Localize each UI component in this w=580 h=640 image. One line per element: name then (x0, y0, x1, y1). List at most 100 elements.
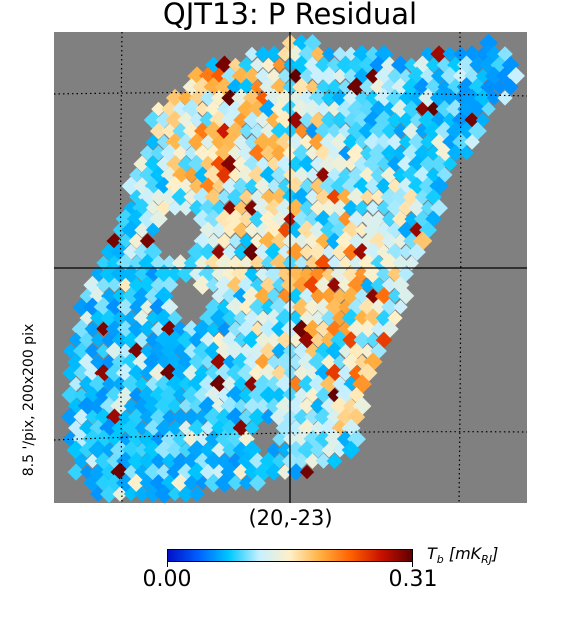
map-pixel (123, 398, 139, 414)
map-pixel (310, 332, 326, 348)
map-pixel (404, 211, 419, 227)
map-pixel (239, 233, 254, 249)
colorbar-max-tick (412, 562, 413, 567)
map-pixel (206, 233, 221, 249)
map-pixel (387, 288, 403, 304)
map-pixel (254, 177, 272, 195)
map-pixel (360, 189, 375, 205)
map-pixel (277, 222, 293, 238)
map-pixel (172, 387, 189, 403)
map-pixel (226, 188, 245, 206)
map-pixel (315, 453, 332, 469)
map-pixel (233, 244, 249, 260)
map-pixel (238, 189, 255, 205)
map-pixel (243, 67, 261, 85)
map-pixel (255, 266, 271, 282)
map-pixel (250, 79, 265, 95)
colorbar-max-label: 0.31 (388, 567, 438, 592)
map-pixel (192, 275, 213, 295)
map-pixel (341, 440, 361, 460)
map-pixel (204, 473, 223, 493)
map-pixel (244, 222, 260, 238)
map-pixel (364, 177, 382, 195)
map-pixel (365, 332, 381, 348)
map-pixel (327, 277, 342, 293)
map-pixel (354, 222, 370, 238)
map-pixel (288, 332, 304, 348)
graticule-meridian-right (458, 32, 462, 503)
map-pixel (189, 486, 205, 502)
map-pixel (304, 189, 321, 205)
map-pixel (310, 420, 326, 436)
sky-map (54, 32, 527, 503)
map-pixel (398, 244, 414, 260)
map-pixel (359, 78, 376, 96)
map-pixel (228, 167, 243, 183)
map-pixel (244, 178, 260, 194)
map-pixel (320, 309, 338, 327)
map-pixel (321, 442, 337, 458)
map-pixel (222, 222, 238, 238)
map-pixel (277, 464, 293, 480)
map-pixel (305, 167, 320, 183)
map-pixel (469, 56, 486, 74)
units-bracket-sub: RJ (481, 553, 493, 567)
map-pixel (238, 210, 255, 228)
colorbar-units: Tb [mKRJ] (427, 543, 498, 571)
units-sub: b (436, 553, 444, 567)
map-pixel (365, 200, 381, 216)
map-pixel (183, 475, 200, 491)
map-pixel (397, 287, 415, 305)
map-pixel (188, 397, 206, 415)
map-pixel (79, 464, 95, 480)
map-pixel (238, 387, 255, 403)
map-pixel (249, 474, 266, 492)
map-pixel (331, 309, 349, 327)
map-pixel (243, 111, 261, 129)
map-pixel (200, 134, 216, 150)
map-pixel (288, 376, 304, 392)
map-pixel (221, 309, 239, 327)
colorbar-min-label: 0.00 (142, 567, 192, 592)
map-pixel (211, 222, 227, 238)
map-pixel (244, 420, 260, 436)
map-pixel (332, 442, 348, 458)
map-pixel (172, 408, 189, 426)
map-pixel (73, 364, 90, 382)
map-pixel (315, 320, 332, 338)
map-pixel (250, 233, 265, 249)
colorbar (167, 549, 413, 562)
map-pixel (107, 277, 122, 293)
map-pixel (189, 112, 205, 128)
map-pixel (331, 199, 349, 217)
map-pixel (309, 441, 327, 459)
map-pixel (244, 464, 260, 480)
graticule-meridian-left (119, 32, 123, 503)
resolution-label: 8.5 '/pix, 200x200 pix (21, 323, 37, 477)
map-pixel (272, 57, 287, 73)
map-pixel (299, 464, 315, 480)
map-pixel (376, 156, 392, 172)
map-pixel (266, 442, 282, 458)
units-bracket-open: [mK (443, 544, 482, 563)
map-pixel (270, 166, 289, 184)
map-pixel (173, 343, 188, 359)
map-pixel (216, 233, 233, 249)
map-pixel (222, 442, 238, 458)
map-pixel (217, 189, 232, 205)
map-pixel (338, 343, 353, 359)
map-pixel (337, 365, 354, 382)
map-pixel (90, 486, 106, 502)
map-pixel (409, 112, 425, 128)
map-pixel (354, 200, 370, 216)
map-pixel (238, 409, 255, 425)
colorbar-min-tick (167, 562, 168, 567)
map-pixel (139, 320, 156, 338)
map-pixel (106, 452, 123, 470)
map-pixel (67, 463, 85, 481)
map-pixel (265, 463, 283, 481)
map-pixel (425, 57, 442, 73)
map-pixel (382, 211, 397, 227)
graticule-parallel-lower (54, 431, 527, 441)
map-pixel (84, 343, 101, 359)
